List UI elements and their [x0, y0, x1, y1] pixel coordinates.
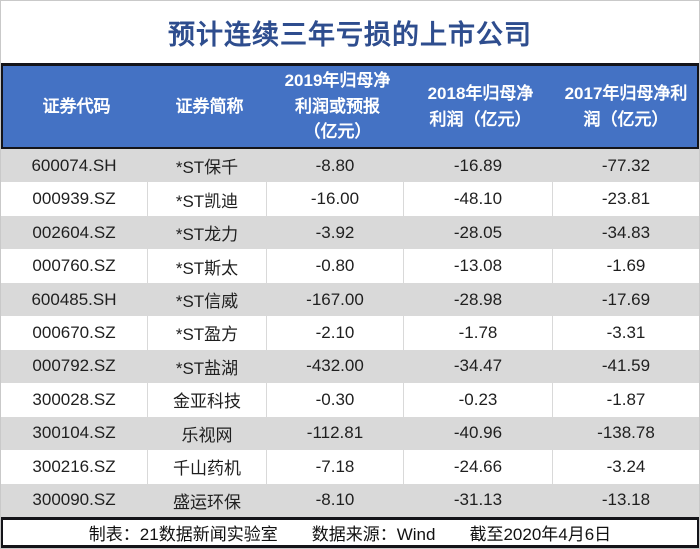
cell-code: 300104.SZ — [1, 416, 148, 451]
cell-name: *ST保千 — [148, 149, 267, 183]
cell-2019: -432.00 — [267, 349, 404, 384]
cell-2019: -8.10 — [267, 483, 404, 517]
cell-2017: -138.78 — [597, 423, 655, 443]
header-cell-name: 证券简称 — [175, 96, 244, 116]
divider-pre-footer — [1, 517, 699, 520]
table-row: 000792.SZ *ST盐湖 -432.00 -34.47 -41.59 — [1, 349, 699, 384]
cell-2019: -8.80 — [267, 149, 404, 183]
cell-name: 盛运环保 — [148, 483, 267, 517]
cell-2017: -17.69 — [601, 289, 651, 309]
cell-code: 000760.SZ — [1, 249, 148, 283]
cell-name: *ST盈方 — [148, 316, 267, 350]
divider-top — [1, 63, 699, 66]
cell-name: 千山药机 — [148, 450, 267, 484]
cell-2017: -41.59 — [601, 356, 651, 376]
cell-2017: -1.69 — [606, 256, 646, 276]
cell-code: 000670.SZ — [1, 316, 148, 350]
cell-2017: -77.32 — [601, 155, 651, 175]
cell-2018: -34.47 — [404, 349, 553, 384]
cell-name: 乐视网 — [148, 416, 267, 451]
cell-2018: -40.96 — [404, 416, 553, 451]
cell-name: *ST龙力 — [148, 215, 267, 250]
cell-2018: -48.10 — [404, 182, 553, 216]
table-row: 000939.SZ *ST凯迪 -16.00 -48.10 -23.81 — [1, 182, 699, 216]
cell-2018: -0.23 — [404, 383, 553, 417]
cell-2018: -28.05 — [404, 215, 553, 250]
cell-2017: -1.87 — [606, 389, 646, 409]
table-row: 600074.SH *ST保千 -8.80 -16.89 -77.32 — [1, 149, 699, 183]
divider-bottom — [1, 545, 699, 548]
cell-2017: -34.83 — [601, 222, 651, 242]
page-title: 预计连续三年亏损的上市公司 — [168, 19, 532, 50]
cell-2019: -167.00 — [267, 282, 404, 317]
cell-code: 600074.SH — [1, 149, 148, 183]
cell-code: 300090.SZ — [1, 483, 148, 517]
header-cell-2018: 2018年归母净 利润（亿元） — [427, 84, 534, 129]
cell-2019: -16.00 — [267, 182, 404, 216]
table-row: 300104.SZ 乐视网 -112.81 -40.96 -138.78 — [1, 416, 699, 451]
footer-as-of: 截至2020年4月6日 — [469, 525, 612, 544]
cell-code: 300216.SZ — [1, 450, 148, 484]
cell-2018: -31.13 — [404, 483, 553, 517]
divider-under-header — [1, 147, 699, 149]
footer-made-by: 制表：21数据新闻实验室 — [88, 525, 278, 544]
cell-code: 600485.SH — [1, 282, 148, 317]
cell-2019: -7.18 — [267, 450, 404, 484]
cell-2018: -28.98 — [404, 282, 553, 317]
title-band: 预计连续三年亏损的上市公司 — [1, 1, 699, 63]
cell-code: 000792.SZ — [1, 349, 148, 384]
table-header: 证券代码 证券简称 2019年归母净 利润或预报 （亿元） 2018年归母净 利… — [1, 66, 699, 147]
table-row: 300216.SZ 千山药机 -7.18 -24.66 -3.24 — [1, 450, 699, 484]
cell-2019: -3.92 — [267, 215, 404, 250]
cell-2018: -16.89 — [404, 149, 553, 183]
table-row: 300028.SZ 金亚科技 -0.30 -0.23 -1.87 — [1, 383, 699, 417]
cell-2017: -3.31 — [606, 322, 646, 342]
cell-2017: -23.81 — [601, 189, 651, 209]
table-body: 600074.SH *ST保千 -8.80 -16.89 -77.32 0009… — [1, 149, 699, 517]
cell-2018: -1.78 — [404, 316, 553, 350]
cell-code: 002604.SZ — [1, 215, 148, 250]
cell-name: 金亚科技 — [148, 383, 267, 417]
cell-2019: -0.80 — [267, 249, 404, 283]
table-row: 002604.SZ *ST龙力 -3.92 -28.05 -34.83 — [1, 215, 699, 250]
footer-band: 制表：21数据新闻实验室 数据来源：Wind 截至2020年4月6日 — [1, 520, 699, 545]
table-row: 000760.SZ *ST斯太 -0.80 -13.08 -1.69 — [1, 249, 699, 283]
cell-name: *ST凯迪 — [148, 182, 267, 216]
cell-2019: -2.10 — [267, 316, 404, 350]
cell-2019: -112.81 — [267, 416, 404, 451]
table-row: 600485.SH *ST信威 -167.00 -28.98 -17.69 — [1, 282, 699, 317]
cell-name: *ST斯太 — [148, 249, 267, 283]
cell-2017: -3.24 — [606, 456, 646, 476]
header-cell-2019: 2019年归母净 利润或预报 （亿元） — [284, 71, 391, 142]
cell-code: 000939.SZ — [1, 182, 148, 216]
footer-source: 数据来源：Wind — [311, 525, 436, 544]
cell-2018: -13.08 — [404, 249, 553, 283]
table-row: 000670.SZ *ST盈方 -2.10 -1.78 -3.31 — [1, 316, 699, 350]
header-cell-2017: 2017年归母净利 润（亿元） — [564, 84, 688, 129]
cell-name: *ST盐湖 — [148, 349, 267, 384]
cell-2019: -0.30 — [267, 383, 404, 417]
cell-2018: -24.66 — [404, 450, 553, 484]
cell-2017: -13.18 — [601, 490, 651, 510]
header-cell-code: 证券代码 — [42, 96, 111, 116]
cell-code: 300028.SZ — [1, 383, 148, 417]
table-row: 300090.SZ 盛运环保 -8.10 -31.13 -13.18 — [1, 483, 699, 517]
cell-name: *ST信威 — [148, 282, 267, 317]
